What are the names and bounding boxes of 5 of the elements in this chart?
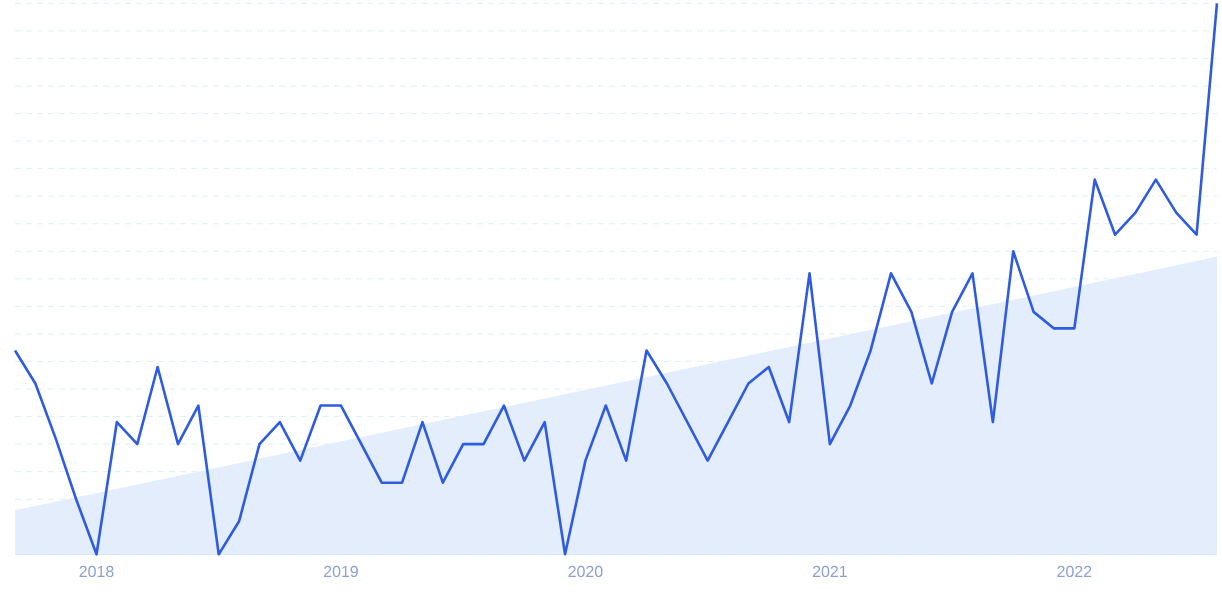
x-tick-label: 2020 [568,565,603,577]
x-tick-label: 2018 [79,565,114,577]
x-tick-label: 2022 [1057,565,1092,577]
x-tick-label: 2021 [812,565,847,577]
x-tick-label: 2019 [324,565,358,577]
